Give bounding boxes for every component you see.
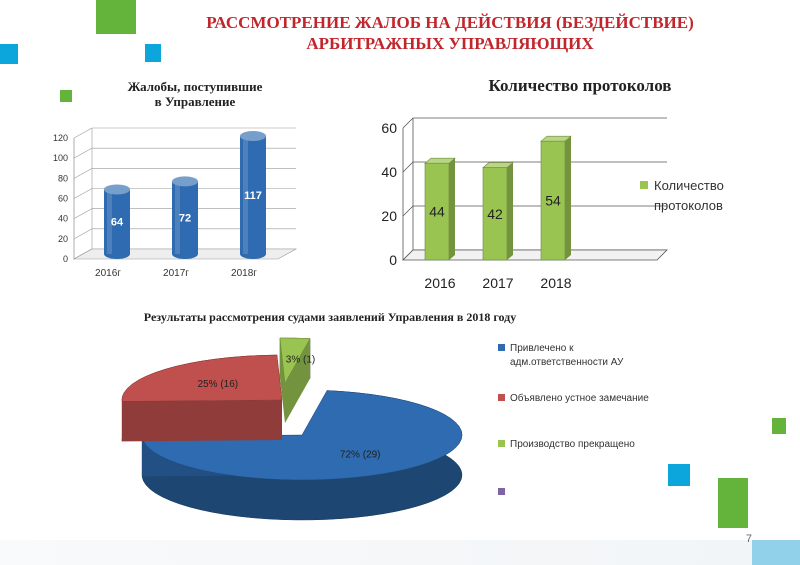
bar-side (565, 136, 571, 260)
y-tick-label: 40 (381, 164, 397, 180)
cylinder-top (240, 131, 266, 142)
slide-title-line2: АРБИТРАЖНЫХ УПРАВЛЯЮЩИХ (306, 34, 594, 53)
pie-slice (279, 337, 311, 384)
page-number: 7 (745, 533, 752, 545)
y-tick-label: 100 (53, 153, 68, 163)
slide-title-line1: РАССМОТРЕНИЕ ЖАЛОБ НА ДЕЙСТВИЯ (БЕЗДЕЙСТ… (206, 13, 694, 32)
x-tick-label: 2017г (163, 268, 189, 279)
court-results-chart-title: Результаты рассмотрения судами заявлений… (143, 310, 517, 324)
gridline-side (402, 117, 414, 129)
data-label: 72 (179, 213, 191, 225)
decorative-square (772, 418, 786, 434)
pie-slice (121, 354, 283, 402)
data-label: 64 (111, 217, 124, 229)
data-label: 117 (244, 190, 262, 202)
decorative-square (0, 540, 800, 565)
bar (424, 162, 450, 261)
legend-label: протоколов (654, 198, 723, 213)
gridline-side (73, 168, 93, 179)
complaints-chart-title-line2: в Управление (154, 94, 236, 109)
decorative-square (668, 464, 690, 486)
pie-slice-face (122, 400, 282, 442)
gridline-side (402, 161, 414, 173)
cylinder-highlight (175, 181, 180, 254)
cylinder-highlight (107, 189, 112, 254)
legend-swatch (498, 344, 505, 351)
x-tick-label: 2016 (424, 275, 455, 291)
gridline-side (73, 147, 93, 159)
x-tick-label: 2016г (95, 268, 121, 279)
decorative-square (718, 478, 748, 528)
cylinder-highlight (243, 136, 248, 254)
legend-label: адм.ответственности АУ (510, 357, 624, 368)
decorative-square (0, 44, 18, 64)
pie-slice-face (285, 338, 311, 423)
legend-swatch (498, 394, 505, 401)
y-tick-label: 40 (58, 214, 68, 224)
pie-data-label: 72% (29) (340, 450, 381, 461)
pie-slice (141, 390, 463, 481)
gridline-side (73, 208, 93, 219)
protocols-chart-title: Количество протоколов (488, 76, 672, 95)
y-tick-label: 60 (58, 194, 68, 204)
gridline-side (73, 188, 93, 199)
gridline-side (73, 228, 93, 240)
data-label: 54 (545, 193, 561, 209)
y-tick-label: 0 (389, 252, 397, 268)
cylinder-top (104, 184, 130, 195)
y-tick-label: 20 (58, 234, 68, 244)
legend-swatch (640, 181, 648, 189)
y-tick-label: 60 (381, 120, 397, 136)
complaints-chart-title: Жалобы, поступившие в Управление (70, 79, 320, 109)
pie-slice-face (279, 338, 285, 423)
gridline-side (402, 205, 414, 217)
y-tick-label: 120 (53, 133, 68, 143)
data-label: 42 (487, 206, 503, 222)
y-tick-label: 0 (63, 254, 68, 264)
x-tick-label: 2018г (231, 268, 257, 279)
legend-swatch (498, 440, 505, 447)
chart-floor (402, 249, 668, 261)
x-tick-label: 2018 (540, 275, 571, 291)
decorative-square (60, 90, 72, 102)
bar-side (507, 162, 513, 260)
pie-data-label: 25% (16) (198, 379, 239, 390)
data-label: 44 (429, 204, 445, 220)
complaints-chart-title-line1: Жалобы, поступившие (127, 79, 263, 94)
cylinder-top (172, 176, 198, 187)
legend-label: Количество (654, 178, 724, 193)
gridline-side (73, 127, 93, 139)
decorative-square (145, 44, 161, 62)
decorative-square (96, 0, 136, 34)
y-tick-label: 80 (58, 173, 68, 183)
legend-label: Объявлено устное замечание (510, 392, 649, 404)
x-tick-label: 2017 (482, 275, 513, 291)
y-tick-label: 20 (381, 208, 397, 224)
bar-side (449, 158, 455, 260)
legend-label: Производство прекращено (510, 439, 635, 450)
legend-label: Привлечено к (510, 343, 574, 354)
bar (540, 140, 566, 261)
slide-title: РАССМОТРЕНИЕ ЖАЛОБ НА ДЕЙСТВИЯ (БЕЗДЕЙСТ… (150, 12, 750, 54)
pie-data-label: 3% (1) (286, 354, 315, 365)
legend-swatch (498, 488, 505, 495)
